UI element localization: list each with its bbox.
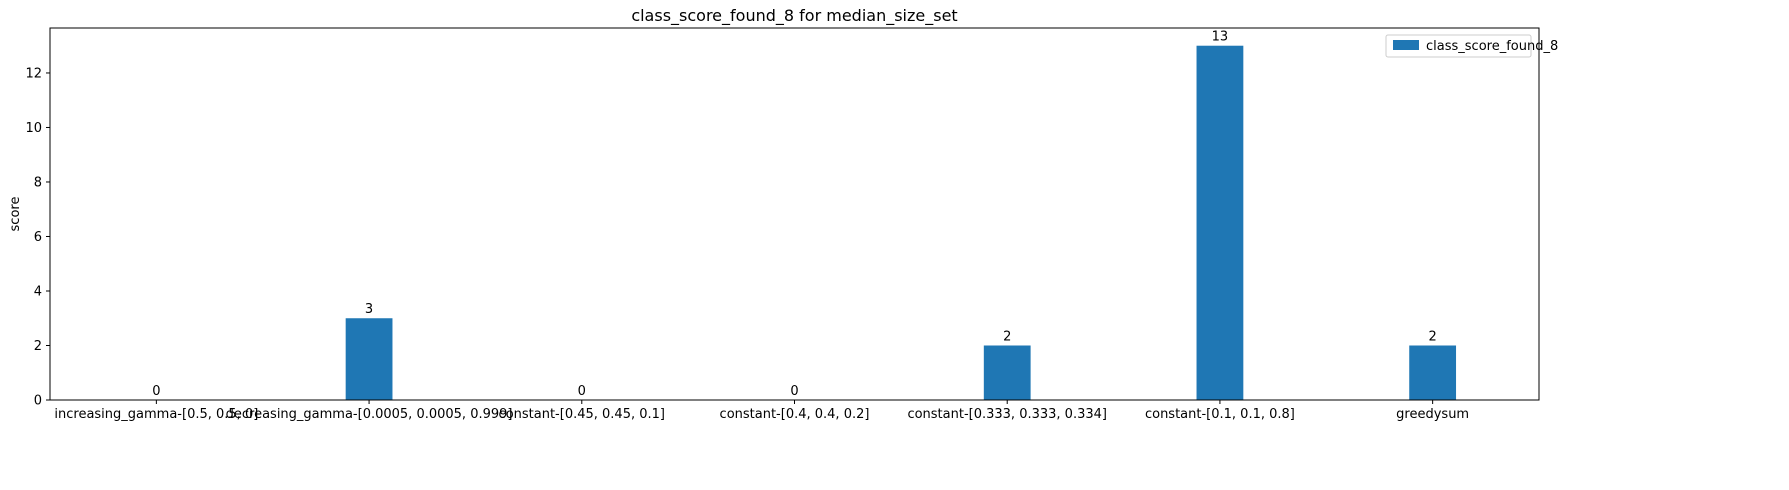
bar-value-label: 2 [1003, 329, 1011, 344]
bar-labels-group: 0 3 0 0 2 13 2 [152, 30, 1437, 399]
bar [983, 345, 1031, 400]
y-tick-label: 10 [25, 121, 42, 136]
bar-value-label: 0 [152, 384, 160, 399]
x-tick-label: increasing_gamma-[0.5, 0.5, 0] [54, 407, 258, 422]
y-axis-ticks: 0 2 4 6 8 10 12 [25, 66, 50, 409]
y-tick-label: 0 [34, 394, 42, 409]
bar-value-label: 2 [1429, 329, 1437, 344]
y-axis-label: score [8, 197, 23, 232]
bar-value-label: 0 [578, 384, 586, 399]
x-tick-label: constant-[0.333, 0.333, 0.334] [907, 407, 1107, 422]
bar [1409, 345, 1457, 400]
legend-label: class_score_found_8 [1426, 39, 1558, 54]
bars-group [345, 45, 1457, 400]
x-tick-label: constant-[0.1, 0.1, 0.8] [1145, 407, 1295, 422]
x-tick-label: decreasing_gamma-[0.0005, 0.0005, 0.999] [226, 407, 513, 422]
y-tick-label: 6 [34, 230, 42, 245]
bar-value-label: 3 [365, 302, 373, 317]
x-tick-label: greedysum [1396, 407, 1469, 422]
chart-title: class_score_found_8 for median_size_set [631, 6, 957, 26]
legend: class_score_found_8 [1385, 34, 1558, 58]
legend-swatch [1393, 40, 1419, 50]
x-axis-ticks: increasing_gamma-[0.5, 0.5, 0]decreasing… [54, 400, 1469, 422]
y-tick-label: 8 [34, 175, 42, 190]
x-tick-label: constant-[0.45, 0.45, 0.1] [499, 407, 665, 422]
y-tick-label: 12 [25, 66, 42, 81]
y-tick-label: 2 [34, 339, 42, 354]
bar [1196, 45, 1244, 400]
bar-value-label: 13 [1212, 30, 1229, 45]
legend-box [1385, 34, 1532, 58]
plot-frame [49, 27, 1540, 401]
y-tick-label: 4 [34, 284, 42, 299]
bar [345, 318, 393, 400]
bar-value-label: 0 [790, 384, 798, 399]
x-tick-label: constant-[0.4, 0.4, 0.2] [720, 407, 870, 422]
